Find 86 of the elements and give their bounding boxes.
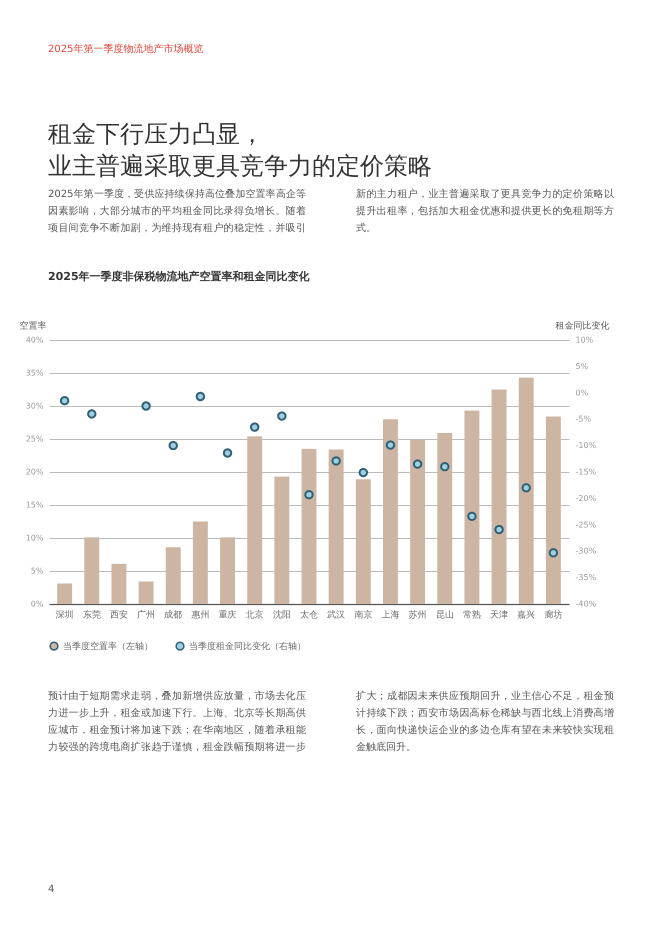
bar bbox=[382, 419, 398, 604]
x-tick-label: 沈阳 bbox=[272, 610, 291, 620]
x-tick-label: 苏州 bbox=[408, 610, 427, 620]
point bbox=[440, 462, 450, 472]
y-tick-label: 15% bbox=[26, 500, 44, 510]
x-tick-label: 武汉 bbox=[327, 610, 346, 620]
y2-axis-title: 租金同比变化 bbox=[556, 320, 610, 332]
y2-tick-label: -20% bbox=[576, 494, 597, 503]
point bbox=[168, 440, 178, 450]
bar bbox=[166, 547, 181, 604]
x-tick-label: 西安 bbox=[110, 610, 128, 620]
y-axis-title: 空置率 bbox=[20, 320, 46, 332]
y2-tick-label: -10% bbox=[576, 441, 597, 450]
x-tick-label: 重庆 bbox=[218, 610, 237, 620]
text: 4 bbox=[48, 884, 54, 895]
point bbox=[358, 468, 368, 478]
text: 2025年第一季度，受供应持续保持高位叠加空置率高企等因素影响，大部分城市的平均租金同比录得负增长。随着项目间竞争不断加剧，为维持现有租户的稳定性，并吸引新的主力租户，业主普遍采取了更具竞争力的定价策略以提升出租率，包括加大租金优惠和提供更长的免租期等方式。 bbox=[48, 189, 614, 234]
y-tick-label: 5% bbox=[30, 566, 44, 576]
x-tick-label: 常熟 bbox=[462, 610, 481, 620]
y-tick-label: 35% bbox=[26, 368, 44, 378]
point bbox=[87, 409, 96, 419]
y2-tick-label: 10% bbox=[576, 336, 594, 344]
bar bbox=[274, 476, 290, 604]
y2-tick-label: -40% bbox=[576, 600, 597, 608]
x-tick-label: 南京 bbox=[354, 610, 372, 620]
bar bbox=[492, 390, 507, 604]
y2-tick-label: 0% bbox=[576, 388, 589, 398]
text: 2025年第一季度物流地产市场概览 bbox=[48, 42, 204, 56]
chart-subtitle: 2025年一季度非保税物流地产空置率和租金同比变化 bbox=[48, 269, 310, 284]
x-tick-label: 天津 bbox=[490, 610, 508, 620]
point bbox=[548, 548, 558, 558]
chart-title: 租金下行压力凸显，业主普遍采取更具竞争力的定价策略 bbox=[48, 119, 433, 182]
legend-label: 当季度空置率（左轴） bbox=[63, 641, 153, 652]
y2-tick-label: -35% bbox=[576, 573, 597, 582]
point bbox=[304, 490, 314, 500]
y-tick-label: 20% bbox=[26, 468, 44, 476]
bar bbox=[546, 416, 561, 604]
bar bbox=[437, 433, 452, 604]
y-tick-label: 30% bbox=[26, 402, 44, 410]
bar bbox=[192, 522, 208, 604]
y2-tick-label: 5% bbox=[576, 362, 589, 371]
point bbox=[331, 456, 341, 466]
x-tick-label: 东莞 bbox=[82, 610, 101, 620]
x-tick-label: 上海 bbox=[381, 610, 400, 620]
legend-label: 当季度租金同比变化（右轴） bbox=[189, 641, 306, 652]
text: 预计由于短期需求走弱，叠加新增供应放量，市场去化压力进一步上升，租金或加速下行。上海、北京等长期高供应城市，租金预计将加速下跌；在华南地区，随着承租能力较强的跨境电商扩张趋于谨慎，租金跌幅预期将进一步扩大；成都因未来供应预期回升，业主信心不足，租金预计持续下跌；西安市场因高标仓稀缺与西北线上消费高增长，面向快递快运企业的多边仓库有望在未来较快实现租金触底回升。 bbox=[48, 691, 614, 753]
bar bbox=[410, 440, 426, 604]
point bbox=[196, 392, 206, 402]
x-tick-label: 惠州 bbox=[190, 610, 210, 620]
bar bbox=[138, 582, 154, 604]
x-tick-label: 北京 bbox=[246, 610, 264, 620]
bar bbox=[220, 537, 236, 604]
bar bbox=[328, 450, 344, 604]
bar bbox=[302, 448, 316, 604]
bar bbox=[518, 378, 534, 604]
point bbox=[250, 422, 260, 432]
y2-tick-label: -30% bbox=[576, 546, 597, 556]
x-tick-label: 成都 bbox=[164, 610, 182, 620]
point bbox=[222, 448, 232, 458]
y2-tick-label: -15% bbox=[576, 468, 597, 476]
bar bbox=[356, 479, 371, 604]
y-tick-label: 0% bbox=[30, 600, 44, 608]
x-tick-label: 嘉兴 bbox=[517, 610, 536, 620]
bar bbox=[247, 436, 262, 604]
bar bbox=[111, 564, 126, 604]
point bbox=[467, 512, 477, 522]
y-tick-label: 10% bbox=[26, 534, 44, 542]
y-tick-label: 25% bbox=[26, 434, 44, 444]
y2-tick-label: -25% bbox=[576, 520, 597, 530]
point bbox=[60, 396, 70, 406]
x-tick-label: 广州 bbox=[137, 610, 156, 620]
point bbox=[141, 401, 151, 411]
point bbox=[522, 483, 531, 493]
bar bbox=[57, 584, 72, 604]
y2-tick-label: -5% bbox=[576, 414, 592, 424]
x-tick-label: 太仓 bbox=[300, 610, 318, 620]
point bbox=[386, 440, 396, 450]
bar bbox=[464, 410, 480, 604]
point bbox=[412, 459, 422, 469]
point bbox=[494, 524, 504, 534]
x-tick-label: 昆山 bbox=[436, 610, 454, 620]
point bbox=[277, 411, 287, 421]
x-tick-label: 廊坊 bbox=[544, 610, 562, 620]
x-tick-label: 深圳 bbox=[56, 610, 74, 620]
y-tick-label: 40% bbox=[26, 336, 44, 344]
bar bbox=[84, 537, 100, 604]
